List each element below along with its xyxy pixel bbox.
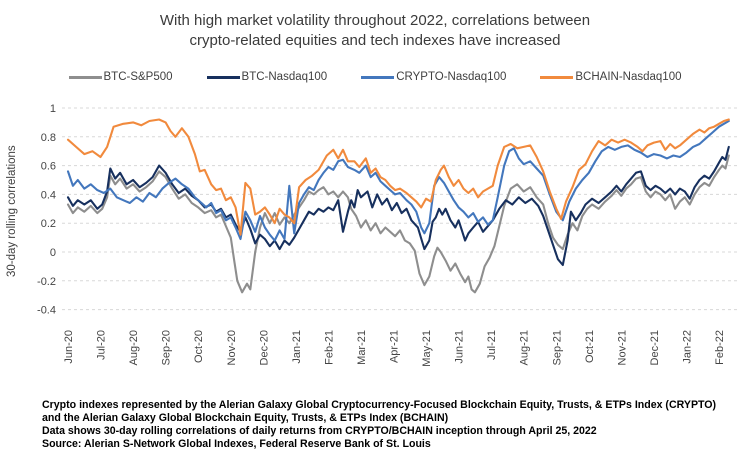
legend-label: BTC-S&P500 [103, 71, 173, 83]
x-tick-label: Sep-20 [161, 330, 173, 365]
y-tick-label: 0 [50, 247, 56, 259]
chart-title: With high market volatility throughout 2… [0, 11, 750, 51]
x-tick-label: Dec-21 [649, 330, 661, 365]
x-tick-label: Mar-21 [356, 330, 368, 365]
x-tick-label: Feb-22 [714, 330, 726, 365]
legend-swatch [68, 75, 102, 79]
chart-legend: BTC-S&P500 BTC-Nasdaq100 CRYPTO-Nasdaq100 B… [0, 71, 750, 83]
x-tick-label: Sep-21 [551, 330, 563, 365]
x-tick-label: Oct-20 [193, 330, 205, 363]
x-tick-label: Jun-20 [63, 330, 75, 364]
y-tick-label: 0.8 [41, 132, 56, 144]
x-tick-label: Oct-21 [584, 330, 596, 363]
x-tick-label: Feb-21 [323, 330, 335, 365]
legend-label: CRYPTO-Nasdaq100 [396, 71, 507, 83]
legend-item-crypto-nasdaq100: CRYPTO-Nasdaq100 [361, 71, 506, 83]
series-line-crypto-nasdaq100 [66, 119, 730, 242]
correlation-line-chart: 1 0.8 0.6 0.4 0.2 0 -0.2 -0.4 Jun-20 Jul-20 Aug-20… [37, 103, 737, 367]
y-tick-label: 1 [50, 103, 56, 115]
legend-item-btc-s-p500: BTC-S&P500 [68, 71, 173, 83]
x-tick-label: Jun-21 [454, 330, 466, 364]
y-tick-label: -0.2 [37, 276, 56, 288]
y-tick-label: 0.2 [41, 218, 56, 230]
legend-item-bchain-nasdaq100: BCHAIN-Nasdaq100 [540, 71, 681, 83]
footnote-line-4: Source: Alerian S-Network Global Indexes… [42, 438, 431, 451]
x-tick-label: Apr-21 [389, 330, 401, 363]
x-tick-label: Jul-20 [96, 330, 108, 360]
x-tick-label: Dec-20 [258, 330, 270, 365]
x-tick-label: Nov-20 [226, 330, 238, 365]
footnote-line-1: Crypto indexes represented by the Aleria… [42, 399, 717, 411]
series-line-btc-nasdaq100 [66, 145, 730, 267]
x-tick-label: Jan-21 [291, 330, 303, 364]
footnotes: Crypto indexes represented by the Aleria… [42, 399, 742, 452]
chart-title-line-2: crypto-related equities and tech indexes… [189, 32, 561, 49]
y-tick-label: -0.4 [37, 305, 56, 317]
footnote-line-3: Data shows 30-day rolling correlations o… [42, 425, 597, 438]
legend-swatch [361, 75, 395, 79]
series-line-bchain-nasdaq100 [66, 118, 730, 236]
chart-title-line-1: With high market volatility throughout 2… [159, 12, 591, 29]
y-tick-label: 0.4 [41, 189, 56, 201]
x-tick-label: Aug-21 [519, 330, 531, 365]
y-tick-label: 0.6 [41, 161, 56, 173]
legend-item-btc-nasdaq100: BTC-Nasdaq100 [206, 71, 328, 83]
x-tick-label: May-21 [421, 330, 433, 367]
x-tick-label: Aug-20 [128, 330, 140, 365]
x-tick-label: Jan-22 [681, 330, 693, 364]
legend-swatch [540, 75, 574, 79]
footnote-line-2: and the Alerian Galaxy Global Blockchain… [42, 412, 449, 425]
legend-label: BTC-Nasdaq100 [241, 71, 328, 83]
x-tick-label: Nov-21 [616, 330, 628, 365]
legend-label: BCHAIN-Nasdaq100 [575, 71, 682, 83]
legend-swatch [206, 75, 240, 79]
series-line-btc-s-p500 [66, 154, 730, 294]
x-tick-label: Jul-21 [486, 330, 498, 360]
